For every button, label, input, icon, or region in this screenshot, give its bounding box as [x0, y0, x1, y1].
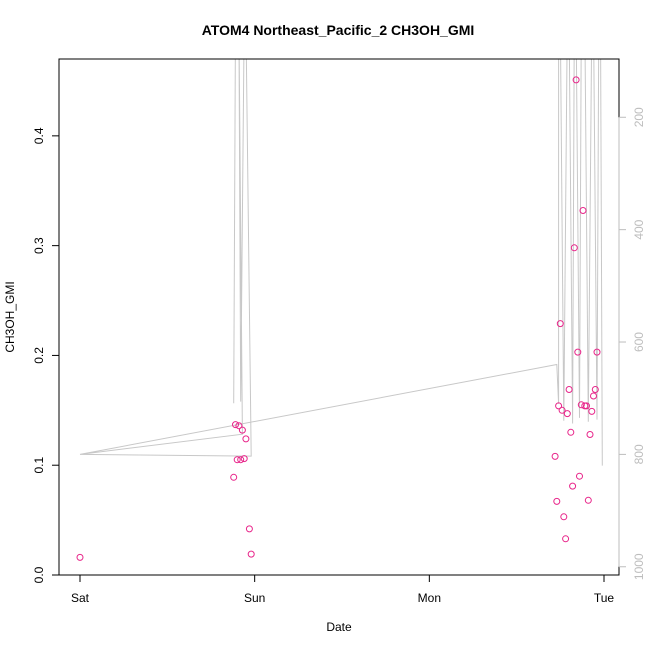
data-point: [238, 426, 246, 434]
data-point: [237, 456, 245, 464]
data-point: [565, 386, 573, 393]
data-point: [590, 392, 597, 400]
data-point: [583, 402, 590, 410]
data-point: [562, 535, 570, 543]
data-point: [242, 435, 250, 443]
pressure-line-layer: [79, 59, 603, 466]
data-point: [240, 455, 248, 463]
x-axis: Sat Sun Mon Tue: [71, 574, 615, 605]
data-point: [235, 422, 243, 430]
data-point: [553, 497, 561, 505]
data-point: [551, 452, 559, 460]
x-tick-label: Sat: [71, 591, 90, 605]
y-tick-label: 0.1: [32, 457, 46, 474]
chart-title: ATOM4 Northeast_Pacific_2 CH3OH_GMI: [202, 22, 475, 38]
pressure-line: [79, 59, 603, 466]
x-tick-label: Sun: [244, 591, 265, 605]
data-point: [574, 348, 582, 356]
data-point: [579, 207, 587, 214]
plot-frame: [58, 58, 620, 576]
y2-tick-label: 600: [632, 332, 646, 352]
data-point: [569, 482, 577, 490]
data-point: [556, 320, 564, 328]
y-tick-label: 0.3: [32, 237, 46, 254]
x-tick-label: Mon: [418, 591, 441, 605]
y-tick-label: 0.4: [32, 127, 46, 144]
y-tick-label: 0.2: [32, 347, 46, 364]
y-axis-label: CH3OH_GMI: [3, 281, 17, 352]
data-point: [577, 401, 585, 409]
data-point: [586, 431, 594, 438]
y2-axis: 200 400 600 800 1000: [618, 107, 646, 580]
data-point: [247, 550, 255, 558]
data-point: [558, 406, 566, 414]
data-point: [230, 473, 238, 481]
data-point: [563, 410, 571, 418]
y-tick-label: 0.0: [32, 566, 46, 583]
data-point: [560, 513, 568, 521]
y2-tick-label: 1000: [632, 553, 646, 580]
data-point: [593, 348, 601, 356]
y2-tick-label: 200: [632, 107, 646, 127]
y2-tick-label: 800: [632, 444, 646, 464]
data-point: [576, 472, 583, 480]
data-point: [567, 428, 575, 436]
y2-tick-label: 400: [632, 219, 646, 239]
data-point: [591, 386, 599, 393]
data-point: [588, 407, 596, 415]
x-tick-label: Tue: [594, 591, 615, 605]
data-point: [572, 76, 580, 84]
data-point: [570, 244, 578, 252]
data-point: [584, 496, 592, 504]
y-axis: 0.0 0.1 0.2 0.3 0.4: [32, 127, 60, 583]
x-axis-label: Date: [326, 620, 352, 634]
data-point: [232, 421, 239, 429]
data-point: [76, 553, 84, 561]
data-point: [233, 456, 241, 464]
points-layer: [76, 76, 601, 561]
data-point: [555, 402, 563, 410]
data-point: [245, 525, 253, 533]
